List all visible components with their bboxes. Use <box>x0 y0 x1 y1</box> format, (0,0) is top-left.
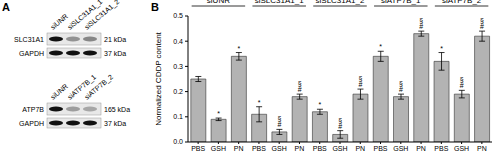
svg-text:*: * <box>379 43 382 50</box>
svg-text:*: * <box>440 45 443 52</box>
svg-text:A: A <box>2 1 10 13</box>
svg-text:B: B <box>151 1 159 13</box>
svg-text:PN: PN <box>295 145 305 152</box>
svg-text:#: # <box>460 82 464 89</box>
svg-text:siSLC31A1_1: siSLC31A1_1 <box>255 0 304 5</box>
svg-text:0.2: 0.2 <box>173 88 183 95</box>
svg-text:PN: PN <box>416 145 426 152</box>
svg-text:PBS: PBS <box>252 145 266 152</box>
svg-text:#: # <box>480 23 484 30</box>
svg-text:*: * <box>319 101 322 108</box>
svg-text:§: § <box>460 76 464 83</box>
svg-text:PBS: PBS <box>313 145 327 152</box>
svg-text:PBS: PBS <box>191 145 205 152</box>
svg-text:0.1: 0.1 <box>173 113 183 120</box>
svg-text:0.3: 0.3 <box>173 63 183 70</box>
svg-text:siUNR: siUNR <box>49 12 69 30</box>
svg-text:#: # <box>399 86 403 93</box>
svg-text:ATP7B: ATP7B <box>22 106 44 113</box>
svg-text:PN: PN <box>234 145 244 152</box>
svg-text:GSH: GSH <box>393 145 408 152</box>
svg-text:siUNR: siUNR <box>207 0 230 5</box>
svg-text:siATP7B_2: siATP7B_2 <box>442 0 482 5</box>
svg-text:siSLC31A1_2: siSLC31A1_2 <box>316 0 365 5</box>
svg-text:siUNR: siUNR <box>49 82 69 100</box>
svg-text:GSH: GSH <box>272 145 287 152</box>
svg-text:GSH: GSH <box>211 145 226 152</box>
svg-text:0.0: 0.0 <box>173 138 183 145</box>
svg-text:siATP7B_1: siATP7B_1 <box>66 73 98 101</box>
svg-text:GSH: GSH <box>332 145 347 152</box>
svg-text:#: # <box>359 81 363 88</box>
svg-text:GSH: GSH <box>454 145 469 152</box>
svg-text:§: § <box>419 17 423 24</box>
svg-text:PN: PN <box>477 145 487 152</box>
svg-text:§: § <box>338 117 342 124</box>
svg-text:siATP7B_2: siATP7B_2 <box>83 73 115 101</box>
svg-text:PBS: PBS <box>434 145 448 152</box>
svg-text:§: § <box>359 75 363 82</box>
svg-text:165 kDa: 165 kDa <box>104 106 130 113</box>
svg-text:0.4: 0.4 <box>173 38 183 45</box>
svg-text:#: # <box>298 86 302 93</box>
svg-text:#: # <box>338 123 342 130</box>
svg-text:siSLC31A1_2: siSLC31A1_2 <box>83 0 121 32</box>
svg-text:§: § <box>298 80 302 87</box>
svg-text:Normalized CDDP content: Normalized CDDP content <box>154 31 163 125</box>
svg-text:§: § <box>399 80 403 87</box>
svg-text:#: # <box>277 121 281 128</box>
svg-text:37 kDa: 37 kDa <box>104 120 126 127</box>
svg-text:§: § <box>277 115 281 122</box>
svg-text:*: * <box>238 45 241 52</box>
svg-text:0.5: 0.5 <box>173 12 183 19</box>
svg-text:37 kDa: 37 kDa <box>104 50 126 57</box>
svg-text:§: § <box>480 17 484 24</box>
svg-text:*: * <box>258 99 261 106</box>
svg-text:GAPDH: GAPDH <box>19 50 44 57</box>
svg-text:PN: PN <box>355 145 365 152</box>
svg-text:siATP7B_1: siATP7B_1 <box>381 0 421 5</box>
svg-text:SLC31A1: SLC31A1 <box>14 36 44 43</box>
svg-text:*: * <box>217 110 220 117</box>
svg-text:21 kDa: 21 kDa <box>104 36 126 43</box>
svg-text:GAPDH: GAPDH <box>19 120 44 127</box>
svg-text:PBS: PBS <box>374 145 388 152</box>
svg-text:#: # <box>419 23 423 30</box>
